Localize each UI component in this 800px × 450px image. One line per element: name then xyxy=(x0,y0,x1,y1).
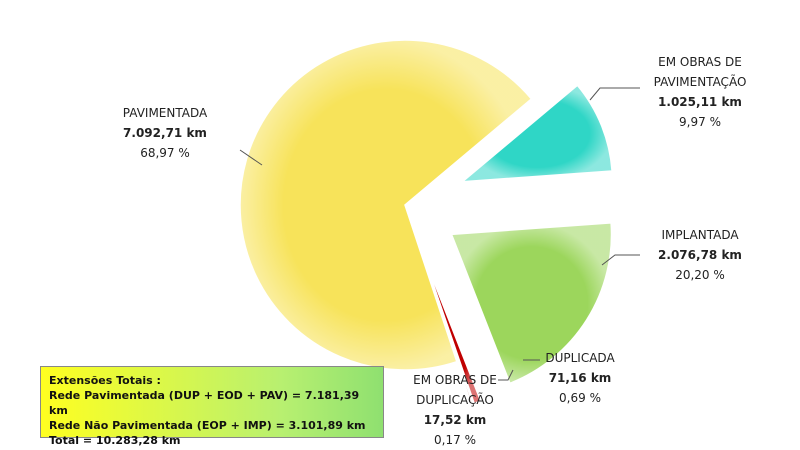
percentage-label: 20,20 % xyxy=(675,268,725,282)
category-label: PAVIMENTADA xyxy=(122,106,208,120)
summary-line: Rede Não Pavimentada (EOP + IMP) = 3.101… xyxy=(49,419,366,432)
category-label: DUPLICADA xyxy=(545,351,615,365)
summary-line: Rede Pavimentada (DUP + EOD + PAV) = 7.1… xyxy=(49,389,360,417)
value-label: 7.092,71 km xyxy=(123,126,207,140)
value-label: 17,52 km xyxy=(423,413,487,427)
summary-title: Extensões Totais : xyxy=(49,374,161,387)
summary-line: Total = 10.283,28 km xyxy=(49,434,181,447)
category-label: EM OBRAS DE DUPLICAÇÃO xyxy=(413,373,497,407)
percentage-label: 68,97 % xyxy=(140,146,190,160)
data-label: DUPLICADA 71,16 km 0,69 % xyxy=(520,348,640,408)
percentage-label: 9,97 % xyxy=(679,115,721,129)
leader-line xyxy=(239,149,263,166)
value-label: 1.025,11 km xyxy=(658,95,742,109)
category-label: EM OBRAS DE PAVIMENTAÇÃO xyxy=(653,55,747,89)
category-label: IMPLANTADA xyxy=(661,228,739,242)
leader-line xyxy=(498,369,514,381)
data-label: EM OBRAS DE PAVIMENTAÇÃO 1.025,11 km 9,97 … xyxy=(625,52,775,132)
summary-box: Extensões Totais : Rede Pavimentada (DUP… xyxy=(40,366,384,447)
value-label: 2.076,78 km xyxy=(658,248,742,262)
value-label: 71,16 km xyxy=(548,371,612,385)
percentage-label: 0,17 % xyxy=(434,433,476,447)
data-label: IMPLANTADA 2.076,78 km 20,20 % xyxy=(625,225,775,285)
leader-line xyxy=(589,87,640,101)
leader-line xyxy=(601,254,640,266)
percentage-label: 0,69 % xyxy=(559,391,601,405)
data-label: EM OBRAS DE DUPLICAÇÃO 17,52 km 0,17 % xyxy=(395,370,515,450)
data-label: PAVIMENTADA 7.092,71 km 68,97 % xyxy=(90,103,240,163)
